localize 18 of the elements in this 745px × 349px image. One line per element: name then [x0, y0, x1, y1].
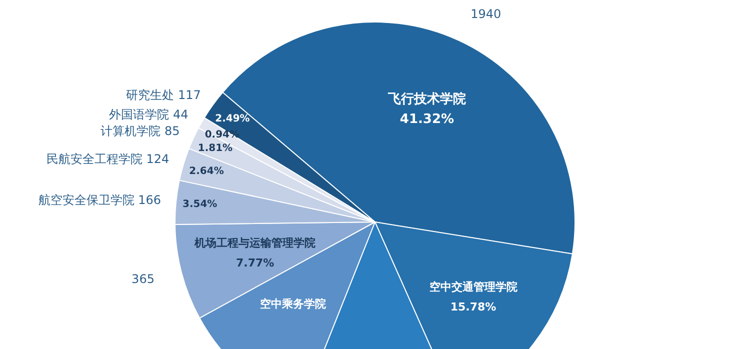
data-label: 2.64% — [189, 166, 224, 177]
category-label: 航空安全保卫学院 166 — [38, 192, 162, 207]
data-label: 41.32% — [400, 112, 454, 127]
category-label: 计算机学院 85 — [100, 124, 180, 138]
slice-label: 机场工程与运输管理学院 — [194, 236, 316, 250]
data-label: 1.81% — [198, 142, 233, 154]
text: 1940 — [470, 7, 502, 22]
category-label: 研究生处 117 — [126, 88, 201, 102]
slice-label: 飞行技术学院 — [386, 90, 466, 107]
slice-label: 空中乘务学院 — [260, 298, 326, 311]
text: 365 — [132, 272, 154, 286]
slice-label: 空中交通管理学院 — [429, 280, 518, 294]
data-label: 3.54% — [182, 199, 218, 210]
data-label: 2.49% — [215, 113, 250, 124]
data-label: 7.77% — [236, 256, 274, 270]
category-label: 外国语学院 44 — [109, 107, 188, 122]
data-label: 15.78% — [450, 300, 496, 314]
category-label: 民航安全工程学院 124 — [46, 152, 170, 166]
